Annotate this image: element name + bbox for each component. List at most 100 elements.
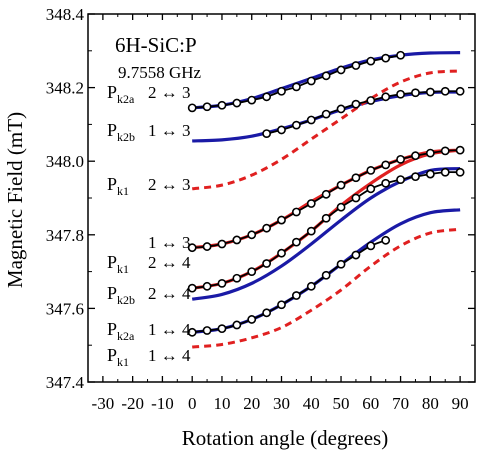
data-point (381, 92, 391, 102)
data-point (381, 235, 391, 245)
data-point (262, 92, 272, 102)
data-point (336, 65, 346, 75)
site-subscript: k2a (117, 329, 135, 343)
transition-labels: Pk2a 2 ↔ 3 Pk2b 1 ↔ 3 Pk1 2 ↔ 3 1 ↔ 3 Pk1 2 ↔ 4 P… (107, 82, 191, 369)
data-point (217, 324, 227, 334)
data-point (277, 125, 286, 135)
x-tick-label: 30 (273, 394, 290, 413)
data-point (336, 180, 346, 190)
site-label: Pk1 (107, 252, 129, 276)
site-subscript: k1 (117, 355, 129, 369)
site-label: Pk2a (107, 82, 135, 106)
site-label: Pk1 (107, 345, 129, 369)
x-tick-label: 50 (333, 394, 350, 413)
x-tick-label: -30 (92, 394, 115, 413)
data-point (217, 239, 227, 249)
data-point (232, 98, 242, 108)
data-point (291, 237, 301, 247)
data-point (440, 167, 450, 177)
transition-text: 1 ↔ 4 (148, 320, 191, 339)
data-point (455, 86, 465, 96)
data-point (202, 102, 212, 112)
data-point (366, 56, 376, 66)
transition-text: 1 ↔ 3 (148, 233, 191, 252)
data-point (247, 315, 257, 324)
data-point (232, 235, 242, 245)
data-point (321, 189, 331, 199)
data-point (411, 88, 420, 98)
data-point (455, 145, 465, 155)
data-point (351, 99, 361, 109)
y-axis-title: Magnetic Field (mT) (3, 112, 27, 288)
data-point (202, 281, 212, 291)
data-point (366, 165, 376, 175)
data-point (425, 169, 435, 179)
y-tick-label: 347.8 (46, 226, 84, 245)
data-point (440, 86, 450, 96)
data-point (366, 96, 376, 105)
data-point (306, 76, 316, 86)
data-point (247, 267, 257, 276)
data-point (440, 146, 450, 156)
x-tick-label: 10 (213, 394, 230, 413)
data-point (232, 320, 242, 330)
data-point (366, 184, 376, 194)
data-point (336, 202, 346, 212)
data-point (381, 160, 391, 170)
x-tick-label: 80 (422, 394, 439, 413)
data-point (351, 173, 361, 183)
data-point (277, 300, 286, 310)
data-point (217, 278, 227, 288)
sample-label: 6H-SiC:P (115, 33, 197, 57)
plot-lines (191, 51, 461, 349)
x-tick-label: -20 (121, 394, 144, 413)
data-point (351, 61, 361, 70)
x-tick-label: 0 (188, 394, 197, 413)
frequency-label: 9.7558 GHz (118, 63, 202, 82)
site-subscript: k1 (117, 184, 129, 198)
data-point (262, 223, 272, 233)
data-point (306, 199, 316, 208)
site-subscript: k2b (117, 130, 135, 144)
data-point (336, 259, 346, 269)
data-point (306, 115, 316, 125)
transition-text: 2 ↔ 4 (148, 253, 191, 272)
plot-frame (87, 13, 476, 383)
data-point (262, 308, 272, 318)
data-point (262, 259, 272, 268)
site-subscript: k1 (117, 262, 129, 276)
x-axis-title: Rotation angle (degrees) (182, 426, 388, 450)
data-point (396, 175, 405, 184)
site-label: Pk2a (107, 319, 135, 343)
plot-markers (187, 50, 465, 337)
data-point (262, 129, 272, 138)
data-point (321, 270, 331, 280)
data-point (291, 291, 301, 300)
y-tick-label: 347.4 (46, 373, 85, 392)
axis-ticks: -30 -20 -10 0 10 20 30 40 50 60 70 80 90 347.4 347.6 34… (46, 5, 475, 413)
x-tick-label: 90 (452, 394, 469, 413)
data-point (321, 213, 331, 223)
data-point (351, 193, 361, 203)
x-tick-label: 70 (392, 394, 409, 413)
data-point (187, 283, 197, 293)
series-line-7 (192, 227, 461, 349)
transition-text: 2 ↔ 3 (148, 83, 191, 102)
data-point (396, 89, 405, 99)
site-label: Pk2b (107, 283, 135, 307)
transition-text: 2 ↔ 4 (148, 284, 191, 303)
data-point (291, 82, 301, 92)
data-point (425, 148, 435, 158)
data-point (247, 95, 257, 105)
x-tick-label: 60 (362, 394, 379, 413)
data-point (277, 215, 286, 225)
data-point (187, 103, 197, 113)
data-point (396, 154, 405, 164)
data-point (217, 100, 227, 110)
series-line-2 (192, 69, 461, 191)
data-point (187, 327, 197, 337)
data-point (321, 109, 331, 119)
data-point (396, 50, 405, 60)
site-label: Pk2b (107, 120, 135, 144)
data-point (291, 120, 301, 130)
